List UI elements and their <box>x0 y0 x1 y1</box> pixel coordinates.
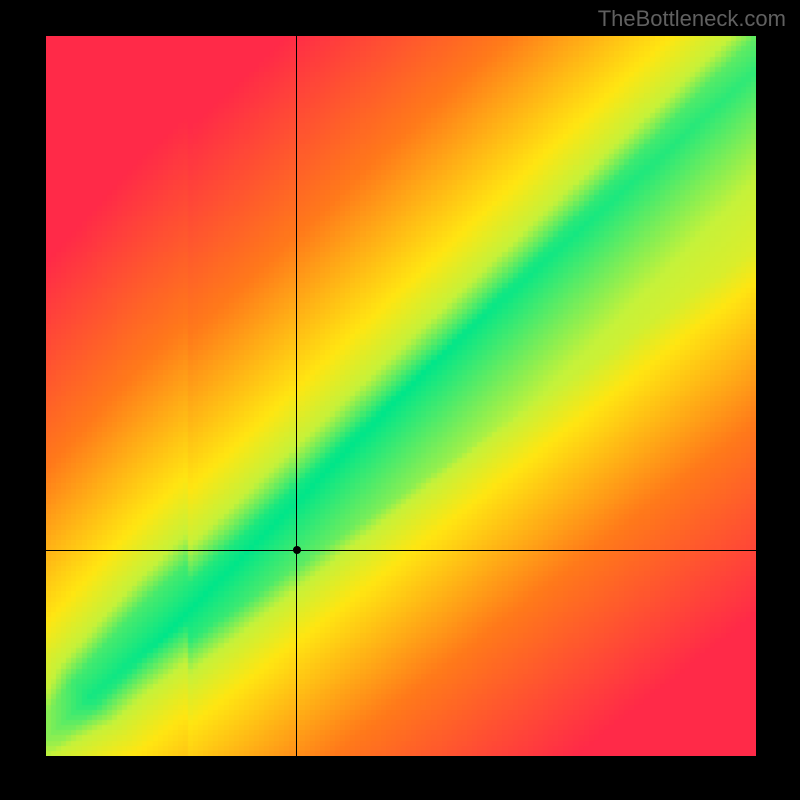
crosshair-horizontal <box>46 550 756 551</box>
plot-area <box>46 36 756 756</box>
heatmap-canvas <box>46 36 756 756</box>
watermark-text: TheBottleneck.com <box>598 6 786 32</box>
crosshair-vertical <box>296 36 297 756</box>
crosshair-point <box>293 546 301 554</box>
chart-container: TheBottleneck.com <box>0 0 800 800</box>
